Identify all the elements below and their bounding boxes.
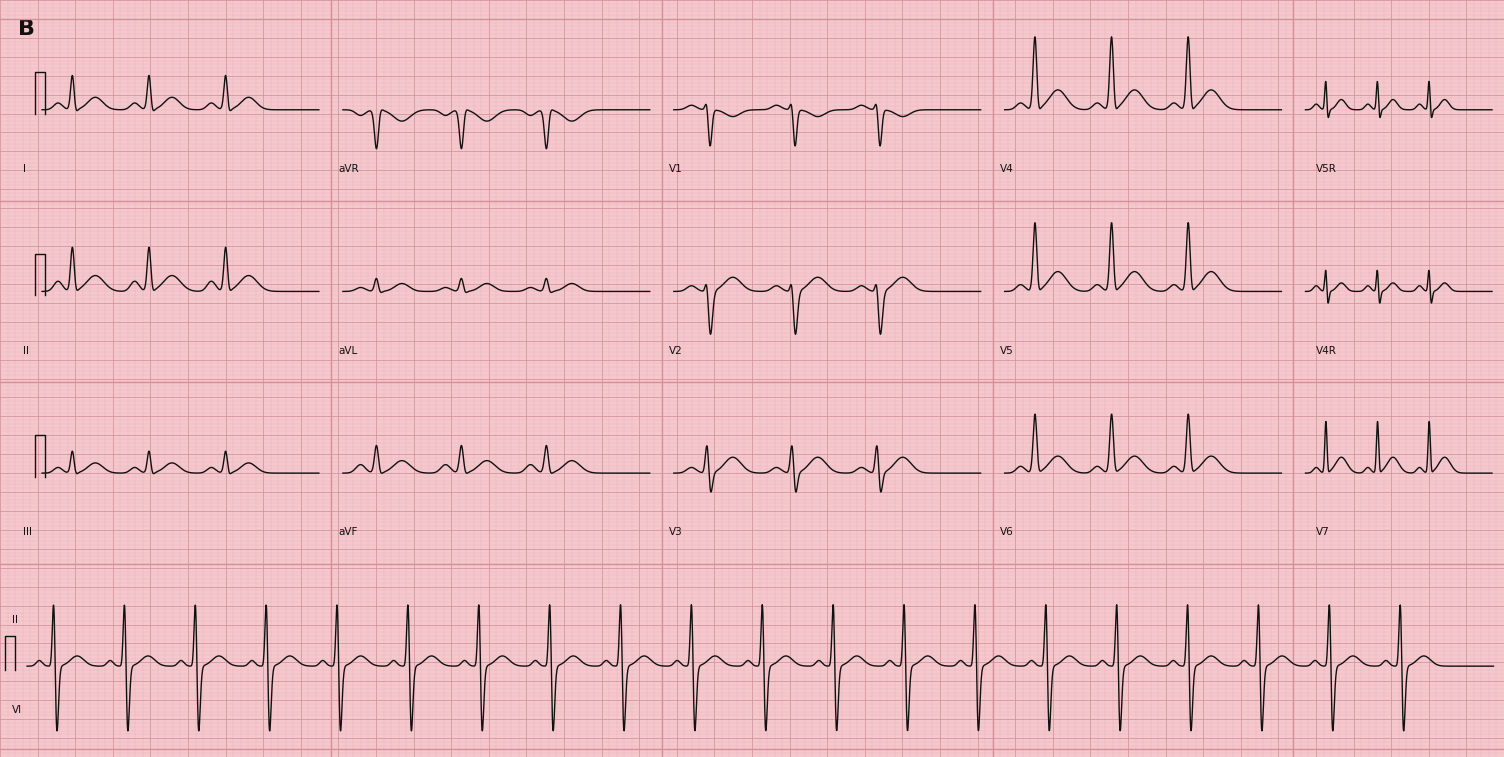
Text: II: II bbox=[12, 615, 18, 625]
Text: V6: V6 bbox=[1000, 528, 1014, 537]
Text: V1: V1 bbox=[669, 164, 683, 174]
Text: V2: V2 bbox=[669, 346, 683, 356]
Text: V5R: V5R bbox=[1316, 164, 1337, 174]
Text: V3: V3 bbox=[669, 528, 683, 537]
Text: II: II bbox=[23, 346, 29, 356]
Text: III: III bbox=[23, 528, 32, 537]
Text: aVR: aVR bbox=[338, 164, 359, 174]
Text: V4R: V4R bbox=[1316, 346, 1337, 356]
Text: aVF: aVF bbox=[338, 528, 358, 537]
Text: V5: V5 bbox=[1000, 346, 1014, 356]
Text: I: I bbox=[23, 164, 26, 174]
Text: V7: V7 bbox=[1316, 528, 1330, 537]
Text: aVL: aVL bbox=[338, 346, 358, 356]
Text: V4: V4 bbox=[1000, 164, 1014, 174]
Text: B: B bbox=[18, 19, 35, 39]
Text: VI: VI bbox=[12, 706, 23, 715]
